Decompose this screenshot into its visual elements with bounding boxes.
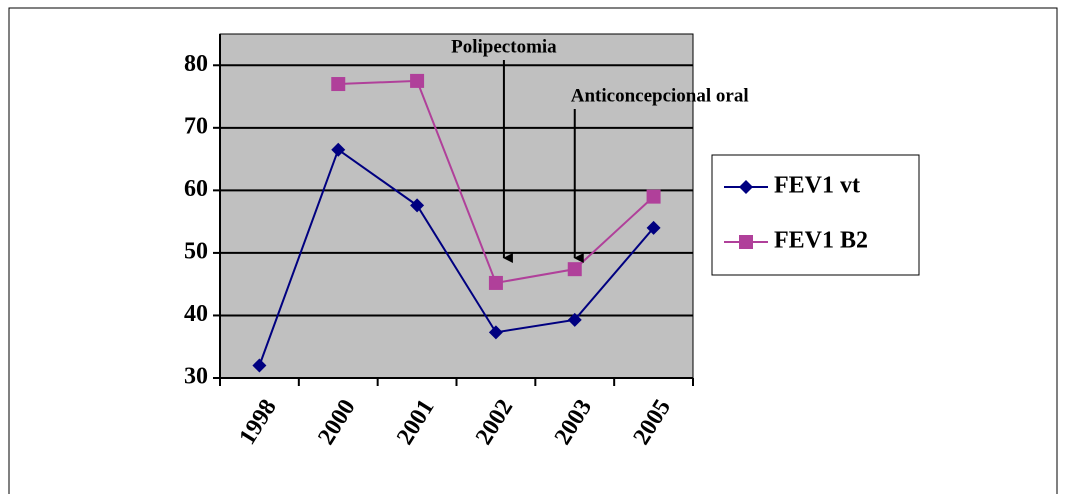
point-marker <box>739 180 753 194</box>
point-marker <box>567 312 582 327</box>
legend <box>711 154 920 276</box>
legend-label: FEV1 vt <box>774 173 860 199</box>
point-marker <box>331 77 346 92</box>
point-marker <box>331 142 346 157</box>
point-marker <box>567 262 582 277</box>
point-marker <box>739 235 753 249</box>
point-marker <box>646 220 661 235</box>
plot-area <box>219 33 694 379</box>
point-marker <box>488 275 503 290</box>
legend-label: FEV1 B2 <box>774 228 868 254</box>
y-tick-label: 70 <box>184 113 208 139</box>
y-tick-label: 80 <box>184 51 208 77</box>
point-marker <box>410 73 425 88</box>
series-line <box>258 148 655 366</box>
point-marker <box>488 325 503 340</box>
annotation: Anticoncepcional oral <box>571 85 749 106</box>
y-tick-label: 50 <box>184 238 208 264</box>
point-marker <box>410 198 425 213</box>
y-tick-label: 40 <box>184 301 208 327</box>
point-marker <box>252 358 267 373</box>
annotation: Polipectomia <box>451 36 557 57</box>
y-tick-label: 60 <box>184 176 208 202</box>
y-tick-label: 30 <box>184 364 208 390</box>
point-marker <box>646 189 661 204</box>
